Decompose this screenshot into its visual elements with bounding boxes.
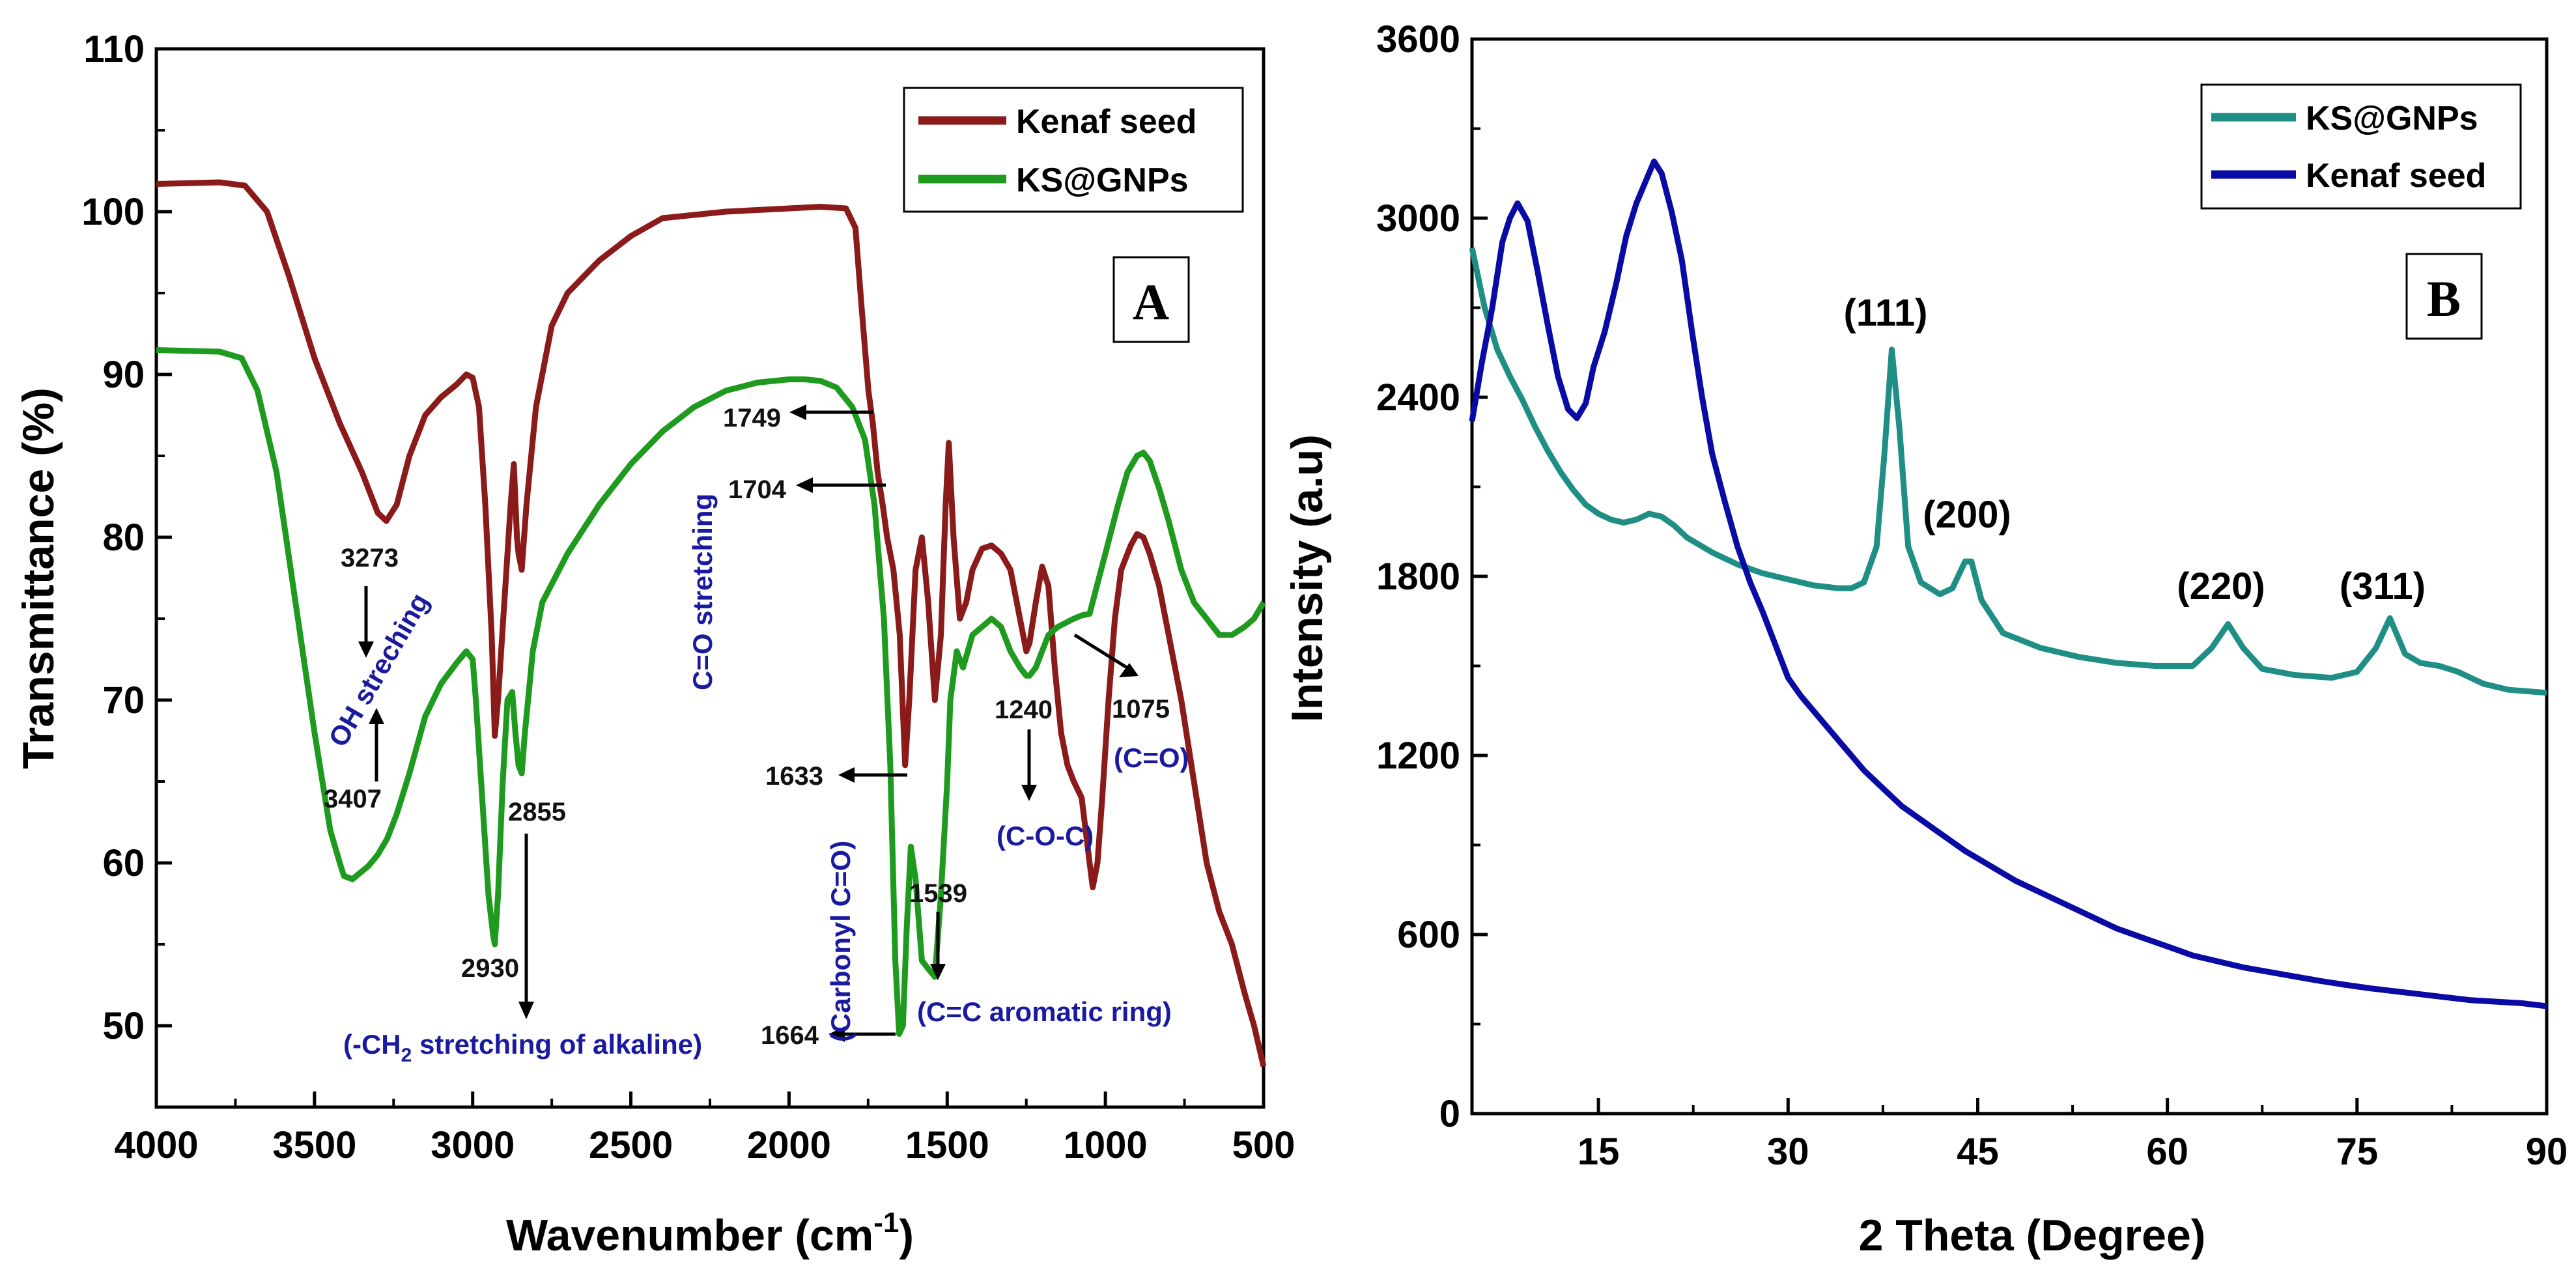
panel-b-legend-label-kenaf: Kenaf seed — [2306, 157, 2486, 195]
panel-a-x-axis-title-sup: -1 — [873, 1207, 899, 1239]
panel-a-ticks: 4000 3500 3000 2500 2000 1500 1000 500 50 60 70 80 9… — [81, 28, 1295, 1166]
panel-b-series-line-1 — [1469, 158, 2547, 1009]
panel-b-x-tick-label-30: 30 — [1767, 1131, 1809, 1173]
ann-aromatic: (C=C aromatic ring) — [917, 996, 1172, 1027]
arrowhead-1240 — [1021, 785, 1037, 801]
panel-a-y-tick-label-50: 50 — [102, 1005, 145, 1047]
panel-b-y-axis-title: Intensity (a.u) — [1282, 434, 1332, 722]
panel-b-y-tick-label-600: 600 — [1397, 914, 1460, 956]
panel-b-series — [1469, 158, 2547, 1009]
ann-ch2-b: stretching of alkaline) — [412, 1029, 702, 1060]
ann-2930: 2930 — [461, 954, 519, 983]
panel-b-x-axis-title: 2 Theta (Degree) — [1859, 1211, 2206, 1260]
arrowhead-3273 — [358, 641, 374, 658]
ann-3407: 3407 — [324, 785, 382, 813]
ann-ch2-sub: 2 — [401, 1045, 412, 1066]
panel-b-ticks: 15 30 45 60 75 90 0 600 1200 1800 2400 3000 3600 — [1376, 18, 2568, 1173]
ann-oh-stretching: OH streching — [322, 588, 435, 752]
panel-a-y-tick-label-60: 60 — [102, 842, 145, 884]
panel-a-legend-label-ksgnps: KS@GNPs — [1016, 162, 1189, 199]
panel-a-x-tick-label-1000: 1000 — [1064, 1124, 1148, 1166]
panel-a-letter-box — [1112, 256, 1190, 343]
ann-carbonyl: (Carbonyl C=O) — [825, 841, 856, 1042]
panel-a-legend-box — [903, 87, 1244, 213]
panel-b-x-tick-label-75: 75 — [2336, 1131, 2379, 1173]
panel-a-x-tick-label-1500: 1500 — [905, 1124, 989, 1166]
panel-b-letter-box — [2405, 253, 2483, 340]
panel-b-legend: KS@GNPs Kenaf seed — [2200, 83, 2522, 210]
ann-1539: 1539 — [909, 879, 967, 908]
panel-b: 15 30 45 60 75 90 0 600 1200 1800 2400 3000 3600 2 T… — [1282, 18, 2568, 1260]
panel-a-letter: A — [1133, 274, 1169, 330]
panel-b-legend-box — [2200, 83, 2522, 210]
arrow-1075 — [1073, 633, 1128, 669]
panel-b-y-tick-label-1200: 1200 — [1376, 735, 1460, 777]
panel-a-x-tick-label-3500: 3500 — [272, 1124, 356, 1166]
arrowhead-1664 — [828, 1026, 845, 1042]
panel-b-x-tick-label-60: 60 — [2146, 1131, 2188, 1173]
panel-b-x-tick-label-90: 90 — [2526, 1131, 2568, 1173]
panel-b-y-tick-label-0: 0 — [1439, 1093, 1460, 1135]
panel-a-x-axis-title: Wavenumber (cm-1) — [506, 1207, 914, 1260]
panel-a-y-tick-label-70: 70 — [102, 679, 145, 722]
arrowhead-1704 — [796, 477, 813, 493]
panel-a-x-tick-label-2500: 2500 — [589, 1124, 673, 1166]
panel-a-x-tick-label-3000: 3000 — [431, 1124, 515, 1166]
ann-2855: 2855 — [508, 798, 566, 826]
panel-b-y-tick-label-1800: 1800 — [1376, 556, 1460, 598]
ann-co-stretching: C=O stretching — [687, 494, 718, 690]
ann-ch2-a: (-CH — [343, 1029, 401, 1060]
panel-a-legend: Kenaf seed KS@GNPs — [903, 87, 1244, 213]
panel-a-x-tick-label-4000: 4000 — [114, 1124, 198, 1166]
panel-b-series-line-0 — [1469, 247, 2547, 696]
arrowhead-1749 — [789, 404, 806, 420]
panel-a-series-line-1 — [156, 347, 1266, 1037]
panel-a-y-tick-label-100: 100 — [81, 191, 145, 233]
panel-b-letter: B — [2427, 270, 2461, 327]
arrowhead-1075 — [1119, 663, 1139, 677]
panel-a-legend-label-kenaf: Kenaf seed — [1016, 103, 1196, 141]
ann-coc: (C-O-C) — [997, 821, 1094, 851]
panel-a-y-tick-label-90: 90 — [102, 354, 145, 396]
arrowhead-2930 — [518, 1002, 534, 1019]
panel-b-y-tick-label-3600: 3600 — [1376, 18, 1460, 61]
panel-a-y-tick-label-80: 80 — [102, 516, 145, 559]
ann-3273: 3273 — [341, 544, 399, 572]
panel-b-x-tick-label-15: 15 — [1578, 1131, 1620, 1173]
panel-a: 4000 3500 3000 2500 2000 1500 1000 500 50 60 70 80 9… — [14, 28, 1295, 1260]
arrowhead-1633 — [838, 767, 855, 783]
panel-b-y-tick-label-2400: 2400 — [1376, 376, 1460, 419]
ann-ch2-stretching: (-CH2 stretching of alkaline) — [343, 1029, 702, 1066]
panel-b-legend-label-ksgnps: KS@GNPs — [2306, 100, 2478, 137]
arrowhead-3407 — [369, 708, 384, 724]
ann-1240: 1240 — [995, 696, 1053, 724]
ann-1633: 1633 — [765, 762, 823, 791]
panel-b-x-tick-label-45: 45 — [1957, 1131, 1999, 1173]
ann-1749: 1749 — [723, 404, 781, 432]
panel-a-x-tick-label-500: 500 — [1232, 1124, 1295, 1166]
panel-a-series — [156, 179, 1267, 1067]
panel-a-y-axis-title: Transmittance (%) — [14, 387, 63, 769]
ann-1075: 1075 — [1112, 695, 1170, 724]
panel-b-y-tick-label-3000: 3000 — [1376, 197, 1460, 240]
ann-1664: 1664 — [761, 1021, 819, 1050]
peak-label-111: (111) — [1844, 292, 1928, 334]
arrowhead-1539 — [930, 964, 946, 980]
peak-label-220: (220) — [2177, 565, 2265, 608]
panel-a-series-line-0 — [156, 179, 1267, 1067]
peak-label-200: (200) — [1923, 494, 2011, 536]
panel-a-x-axis-title-main: Wavenumber (cm — [506, 1211, 873, 1260]
ann-1704: 1704 — [728, 475, 787, 504]
panel-a-annotations — [358, 404, 1139, 1042]
peak-label-311: (311) — [2340, 565, 2426, 608]
ann-co2: (C=O) — [1114, 742, 1189, 773]
panel-a-x-axis-title-end: ) — [899, 1211, 914, 1260]
panel-a-y-tick-label-110: 110 — [83, 28, 145, 70]
panel-a-x-tick-label-2000: 2000 — [747, 1124, 831, 1166]
